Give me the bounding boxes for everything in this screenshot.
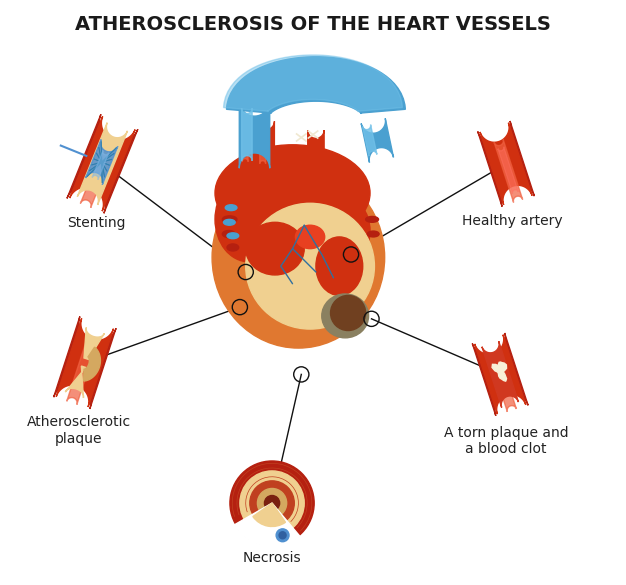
Circle shape <box>240 471 304 535</box>
Ellipse shape <box>227 244 239 251</box>
Polygon shape <box>361 118 394 163</box>
Ellipse shape <box>316 237 362 295</box>
Polygon shape <box>260 129 265 164</box>
Ellipse shape <box>212 167 384 348</box>
Polygon shape <box>475 335 526 414</box>
Polygon shape <box>65 366 86 398</box>
Text: A torn plaque and
a blood clot: A torn plaque and a blood clot <box>444 426 568 456</box>
Ellipse shape <box>367 231 379 237</box>
Ellipse shape <box>314 196 370 266</box>
Polygon shape <box>56 318 113 407</box>
Polygon shape <box>84 328 105 359</box>
Wedge shape <box>234 503 300 547</box>
Ellipse shape <box>225 205 237 211</box>
Polygon shape <box>494 139 523 202</box>
Wedge shape <box>253 503 285 526</box>
Polygon shape <box>482 341 518 408</box>
Polygon shape <box>80 136 118 208</box>
Circle shape <box>264 495 280 511</box>
Ellipse shape <box>246 222 304 275</box>
Circle shape <box>230 461 314 545</box>
Ellipse shape <box>227 233 239 239</box>
Polygon shape <box>492 362 506 381</box>
Polygon shape <box>223 55 403 112</box>
Polygon shape <box>498 147 518 194</box>
Circle shape <box>257 488 287 518</box>
Polygon shape <box>67 114 138 214</box>
Ellipse shape <box>322 294 369 338</box>
Polygon shape <box>240 125 257 168</box>
Ellipse shape <box>222 216 237 223</box>
Ellipse shape <box>366 216 379 222</box>
Polygon shape <box>54 316 116 409</box>
Text: Necrosis: Necrosis <box>243 551 301 565</box>
Circle shape <box>250 481 294 525</box>
Text: Stenting: Stenting <box>68 216 126 230</box>
Ellipse shape <box>246 203 374 329</box>
Ellipse shape <box>223 219 235 225</box>
Polygon shape <box>69 116 135 211</box>
Polygon shape <box>67 337 98 405</box>
Polygon shape <box>92 150 109 180</box>
Ellipse shape <box>215 144 370 241</box>
Polygon shape <box>478 121 535 207</box>
Text: Atherosclerotic
plaque: Atherosclerotic plaque <box>27 415 131 446</box>
Ellipse shape <box>222 230 235 238</box>
Polygon shape <box>242 131 248 161</box>
Polygon shape <box>258 122 274 171</box>
Polygon shape <box>78 123 128 205</box>
Circle shape <box>276 529 289 542</box>
Text: Healthy artery: Healthy artery <box>461 214 562 228</box>
Circle shape <box>279 532 286 539</box>
Text: ATHEROSCLEROSIS OF THE HEART VESSELS: ATHEROSCLEROSIS OF THE HEART VESSELS <box>75 15 551 33</box>
Polygon shape <box>84 347 100 381</box>
Polygon shape <box>242 108 252 161</box>
Ellipse shape <box>295 225 325 249</box>
Polygon shape <box>86 139 118 185</box>
Polygon shape <box>480 123 532 205</box>
Polygon shape <box>362 125 377 156</box>
Ellipse shape <box>215 177 282 262</box>
Polygon shape <box>239 101 270 168</box>
Polygon shape <box>227 57 406 113</box>
Circle shape <box>331 295 366 331</box>
Polygon shape <box>472 333 528 416</box>
Polygon shape <box>308 130 324 174</box>
Polygon shape <box>488 351 516 412</box>
